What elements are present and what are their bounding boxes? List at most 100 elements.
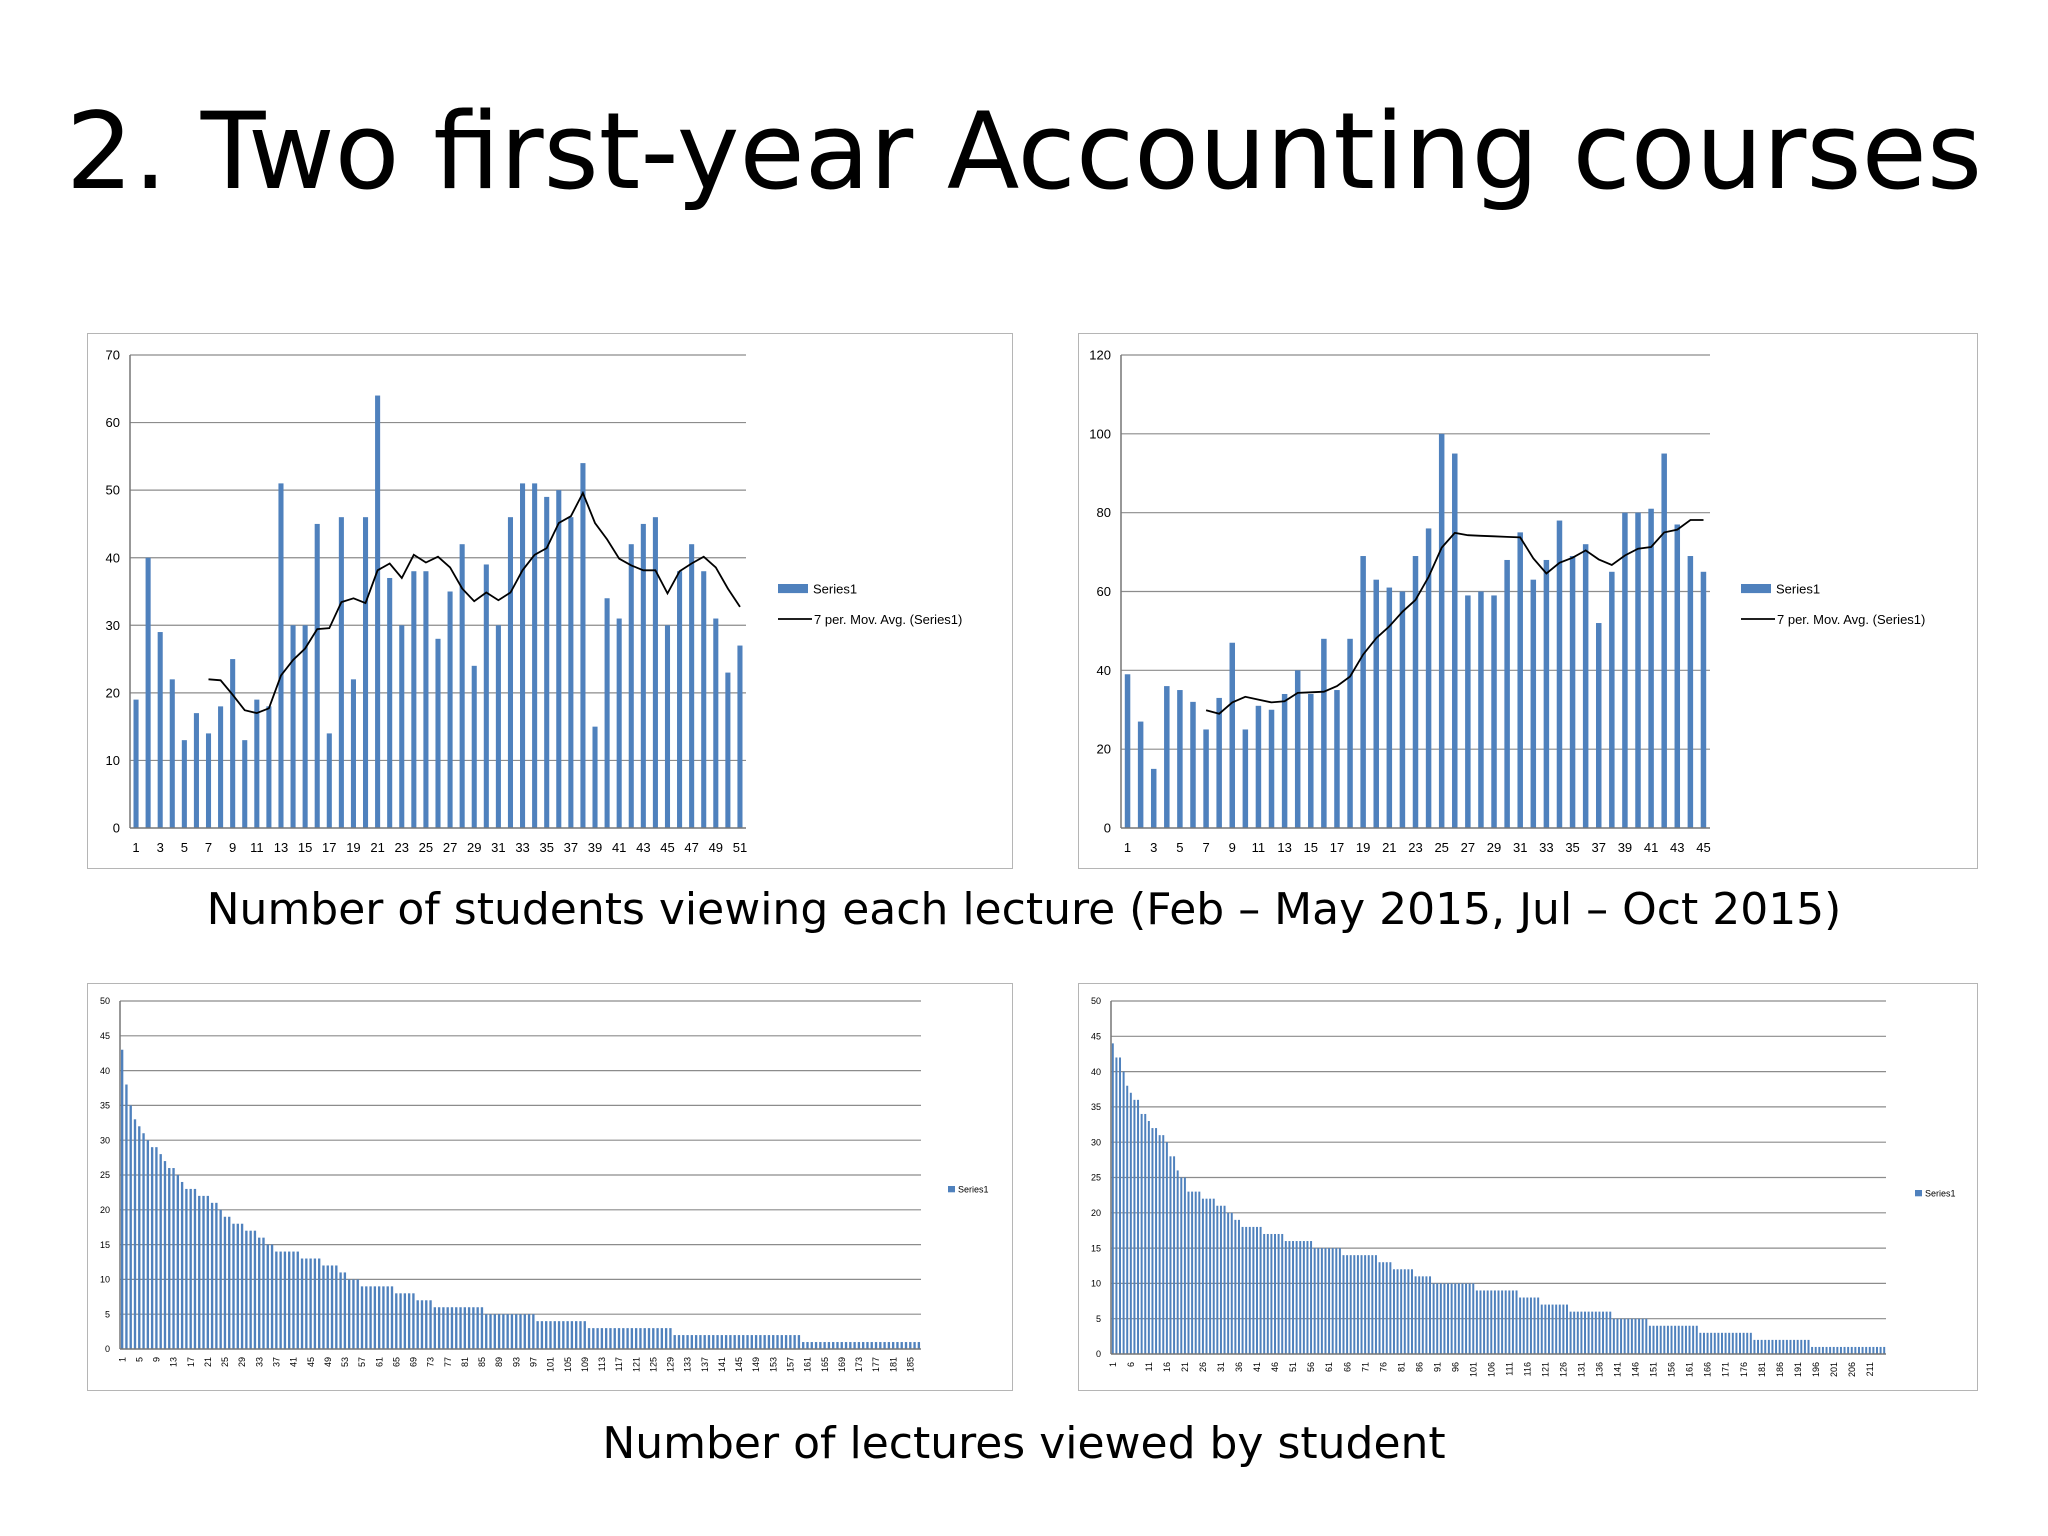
bar — [592, 1328, 595, 1349]
bar — [1124, 674, 1131, 828]
y-tick-label: 45 — [1091, 1031, 1101, 1041]
x-tick-label: 71 — [1360, 1362, 1370, 1372]
bar — [407, 1293, 411, 1349]
bar — [1879, 1346, 1882, 1354]
bar — [1461, 1283, 1464, 1354]
bar — [330, 1265, 334, 1349]
bar — [861, 1342, 865, 1349]
x-tick-label: 41 — [289, 1357, 299, 1367]
bar — [1255, 705, 1262, 828]
bar — [1284, 1241, 1287, 1354]
x-tick-label: 29 — [237, 1357, 247, 1367]
bar — [507, 517, 514, 828]
bar — [1775, 1339, 1778, 1354]
bar — [690, 1335, 694, 1349]
bar — [1436, 1283, 1439, 1354]
bar — [1555, 1304, 1558, 1354]
x-tick-label: 66 — [1342, 1362, 1352, 1372]
bar — [1692, 1325, 1695, 1354]
x-tick-label: 91 — [1432, 1362, 1442, 1372]
bar — [230, 659, 236, 828]
y-tick-label: 0 — [105, 1344, 110, 1354]
bar — [356, 1279, 359, 1349]
x-tick-label: 45 — [1696, 840, 1710, 855]
y-tick-label: 45 — [100, 1031, 110, 1041]
x-tick-label: 26 — [1198, 1362, 1208, 1372]
bar — [613, 1328, 616, 1349]
legend-label-series1: Series1 — [1925, 1188, 1956, 1198]
x-tick-label: 89 — [494, 1357, 504, 1367]
bar — [1165, 1142, 1168, 1354]
bar — [1543, 559, 1550, 828]
bar — [639, 1328, 642, 1349]
x-tick-label: 36 — [1234, 1362, 1244, 1372]
bar — [701, 571, 707, 828]
bar — [1620, 1318, 1623, 1354]
bar — [279, 1251, 282, 1349]
bar — [682, 1335, 685, 1349]
x-tick-label: 33 — [1539, 840, 1553, 855]
x-tick-label: 151 — [1649, 1362, 1659, 1377]
bar — [596, 1328, 599, 1349]
x-tick-label: 49 — [323, 1357, 333, 1367]
bar — [553, 1321, 556, 1349]
x-tick-label: 13 — [1277, 840, 1291, 855]
bar — [198, 1195, 201, 1349]
bar — [275, 1251, 278, 1349]
x-tick-label: 165 — [820, 1357, 830, 1372]
bar — [575, 1321, 578, 1349]
y-tick-label: 60 — [106, 415, 120, 430]
bar — [1382, 1262, 1385, 1354]
x-tick-label: 173 — [854, 1357, 864, 1372]
bar — [455, 1307, 458, 1349]
bar — [806, 1342, 809, 1349]
bar — [1764, 1339, 1767, 1354]
bar — [1562, 1304, 1565, 1354]
bar — [1497, 1290, 1500, 1354]
bar — [338, 517, 344, 828]
bar — [604, 1328, 608, 1349]
bar — [399, 1293, 402, 1349]
bar — [1425, 528, 1432, 828]
bar — [1753, 1339, 1756, 1354]
bar — [459, 1307, 462, 1349]
y-tick-label: 15 — [100, 1240, 110, 1250]
bar — [716, 1335, 719, 1349]
x-tick-label: 56 — [1306, 1362, 1316, 1372]
bar — [763, 1335, 766, 1349]
x-tick-label: 121 — [1541, 1362, 1551, 1377]
bar — [733, 1335, 736, 1349]
bar — [1479, 1290, 1482, 1354]
caption-lectures: Number of students viewing each lecture … — [206, 884, 1842, 935]
x-tick-label: 145 — [734, 1357, 744, 1372]
bar — [1652, 1325, 1655, 1354]
bar — [729, 1335, 732, 1349]
y-tick-label: 40 — [100, 1066, 110, 1076]
bar — [1288, 1241, 1291, 1354]
bar — [1198, 1191, 1201, 1354]
bar — [1857, 1346, 1860, 1354]
bar — [699, 1335, 702, 1349]
x-tick-label: 125 — [648, 1357, 658, 1372]
x-tick-label: 51 — [733, 840, 747, 855]
x-tick-label: 3 — [1150, 840, 1157, 855]
bar — [1147, 1121, 1150, 1354]
x-tick-label: 133 — [683, 1357, 693, 1372]
y-tick-label: 50 — [100, 996, 110, 1006]
bar — [1407, 1269, 1410, 1354]
bar — [1334, 690, 1340, 828]
x-tick-label: 37 — [271, 1357, 281, 1367]
bar — [442, 1307, 445, 1349]
bar — [1702, 1332, 1705, 1354]
bar — [587, 1328, 591, 1349]
bar — [1201, 1198, 1204, 1354]
x-tick-label: 31 — [491, 840, 505, 855]
x-tick-label: 191 — [1793, 1362, 1803, 1377]
bar — [1180, 1177, 1183, 1354]
bar — [1634, 1318, 1637, 1354]
bar — [1425, 1276, 1428, 1354]
bar — [1432, 1283, 1435, 1354]
x-tick-label: 96 — [1450, 1362, 1460, 1372]
bar — [1399, 591, 1406, 828]
bar — [343, 1272, 347, 1349]
